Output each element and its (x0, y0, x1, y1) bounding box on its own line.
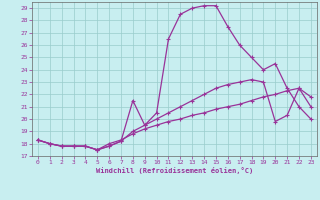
X-axis label: Windchill (Refroidissement éolien,°C): Windchill (Refroidissement éolien,°C) (96, 167, 253, 174)
